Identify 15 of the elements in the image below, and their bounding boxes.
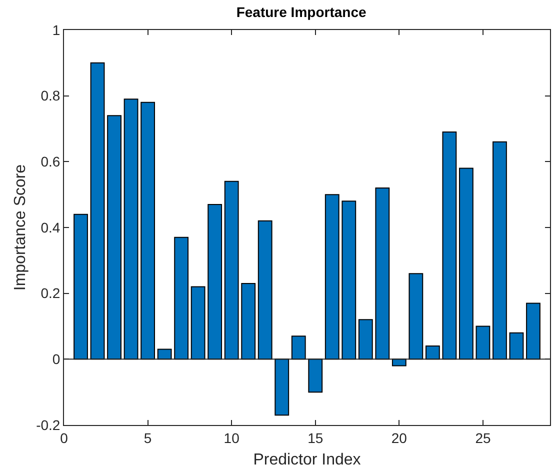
x-axis-title: Predictor Index	[253, 452, 361, 468]
x-tick-label: 25	[475, 430, 491, 446]
x-tick-label: 15	[308, 430, 324, 446]
chart-title: Feature Importance	[236, 4, 366, 20]
x-tick-label: 20	[391, 430, 408, 446]
y-tick-label: 1	[52, 22, 60, 38]
y-axis-title: Importance Score	[12, 164, 29, 291]
y-tick-label: 0.8	[40, 88, 60, 104]
y-tick-label: -0.2	[36, 416, 60, 433]
x-tick-label: 5	[144, 430, 152, 446]
y-tick-label: 0.2	[40, 285, 60, 302]
y-tick-label: 0.6	[40, 154, 60, 170]
y-tick-label: 0.4	[40, 219, 60, 236]
y-tick-label: 0	[52, 351, 60, 368]
x-tick-label: 10	[224, 430, 240, 446]
